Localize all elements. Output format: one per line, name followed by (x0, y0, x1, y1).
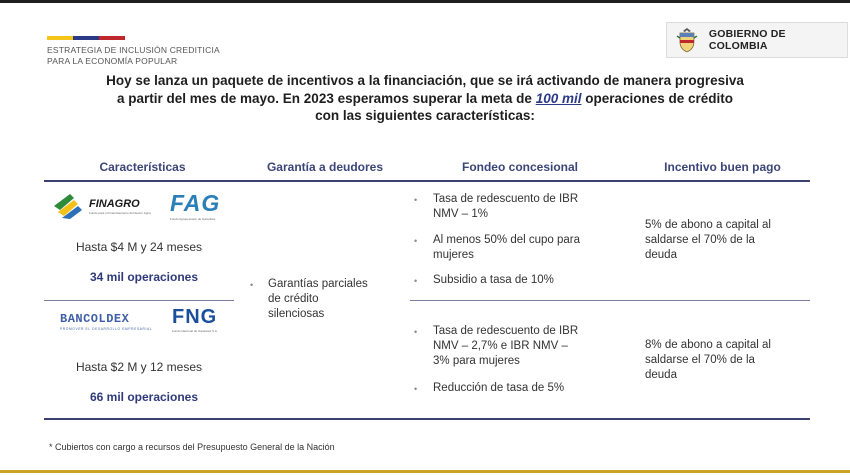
finagro-wordmark: FINAGRO (89, 198, 140, 210)
funding-r1-item-1: Tasa de redescuento de IBR NMV – 1% (433, 192, 623, 222)
funding-r2-item-1-line-1: Tasa de redescuento de IBR (433, 325, 579, 337)
finagro-leaf-icon (54, 194, 82, 219)
fng-logo: FNG Fondo Nacional de Garantías S.A. (170, 306, 232, 336)
row-separator-right (410, 300, 810, 301)
bottom-accent-line (0, 470, 850, 473)
fng-wordmark: FNG (172, 306, 218, 328)
guarantee-line-2: de crédito (268, 293, 319, 305)
guarantee-line-1: Garantías parciales (268, 278, 368, 290)
goal-highlight: 100 mil (535, 90, 582, 106)
headline-line-2-start: a partir del mes de mayo. En 2023 espera… (116, 90, 536, 106)
colombia-flag-stripe (47, 36, 125, 40)
funding-r2-item-1: Tasa de redescuento de IBR NMV – 2,7% e … (433, 324, 623, 369)
funding-r1-bullet-2: • (414, 236, 418, 246)
funding-r2-item-1-line-3: 3% para mujeres (433, 355, 520, 367)
window-top-border (0, 0, 850, 3)
funding-r1-item-1-line-1: Tasa de redescuento de IBR (433, 193, 579, 205)
funding-r1-item-1-line-2: NMV – 1% (433, 208, 488, 220)
guarantee-bullet: • (250, 280, 254, 290)
funding-r1-item-2-line-2: mujeres (433, 249, 474, 261)
flag-yellow-stripe (47, 36, 73, 40)
incentive-r1-line-3: deuda (645, 249, 677, 261)
funding-r2-item-2: Reducción de tasa de 5% (433, 382, 565, 394)
row-separator-left (44, 300, 234, 301)
incentive-r1-line-1: 5% de abono a capital al (645, 219, 771, 231)
funding-r1-item-3: Subsidio a tasa de 10% (433, 274, 554, 286)
strategy-line-2: PARA LA ECONOMÍA POPULAR (47, 56, 178, 66)
funding-r1-item-2: Al menos 50% del cupo para mujeres (433, 233, 623, 263)
guarantee-line-3: silenciosas (268, 308, 325, 320)
fag-wordmark: FAG (170, 190, 221, 216)
row1-terms: Hasta $4 M y 24 meses (75, 240, 203, 254)
bancoldex-logo: BANCOLDEX PROMOVER EL DESARROLLO EMPRESA… (60, 312, 160, 334)
funding-r1-item-2-line-1: Al menos 50% del cupo para (433, 234, 581, 246)
funding-r2-item-1-line-2: NMV – 2,7% e IBR NMV – (433, 340, 568, 352)
row1-operations: 34 mil operaciones (89, 270, 199, 284)
funding-r1-bullet-3: • (414, 276, 418, 286)
headline-line-1: Hoy se lanza un paquete de incentivos a … (106, 73, 744, 88)
fag-tagline: Fondo Agropecuario de Garantías (170, 217, 216, 221)
headline-line-2-end: operaciones de crédito (581, 90, 734, 106)
bancoldex-wordmark: BANCOLDEX (60, 312, 130, 326)
finagro-tagline: Fondo para el Financiamiento del Sector … (89, 211, 151, 215)
colombia-crest-icon (676, 28, 698, 53)
government-logo: GOBIERNO DE COLOMBIA (666, 22, 848, 58)
row2-operations: 66 mil operaciones (89, 390, 199, 404)
row2-terms: Hasta $2 M y 12 meses (75, 360, 203, 374)
incentive-r2-line-3: deuda (645, 369, 677, 381)
table-header-rule (44, 180, 810, 182)
column-header-funding: Fondeo concesional (461, 160, 578, 174)
funding-r2-bullet-1: • (414, 327, 418, 337)
funding-r2-bullet-2: • (414, 384, 418, 394)
flag-red-stripe (99, 36, 125, 40)
incentive-r1-line-2: saldarse el 70% de la (645, 234, 755, 246)
flag-blue-stripe (73, 36, 99, 40)
headline-line-3: con las siguientes características: (315, 108, 535, 123)
footnote: * Cubiertos con cargo a recursos del Pre… (49, 442, 335, 452)
strategy-line-1: ESTRATEGIA DE INCLUSIÓN CREDITICIA (47, 45, 220, 55)
incentive-r2-line-1: 8% de abono a capital al (645, 339, 771, 351)
headline-line-2: a partir del mes de mayo. En 2023 espera… (40, 90, 810, 108)
column-header-characteristics: Características (99, 160, 186, 174)
column-header-guarantee: Garantía a deudores (266, 160, 384, 174)
headline: Hoy se lanza un paquete de incentivos a … (40, 72, 810, 125)
strategy-title: ESTRATEGIA DE INCLUSIÓN CREDITICIA PARA … (47, 45, 220, 67)
fng-tagline: Fondo Nacional de Garantías S.A. (172, 329, 218, 333)
funding-r1-bullet-1: • (414, 195, 418, 205)
incentive-r1: 5% de abono a capital al saldarse el 70%… (645, 218, 815, 263)
government-label: GOBIERNO DE COLOMBIA (708, 28, 786, 52)
incentive-r2-line-2: saldarse el 70% de la (645, 354, 755, 366)
fag-logo: FAG Fondo Agropecuario de Garantías (168, 190, 230, 224)
column-header-incentive: Incentivo buen pago (664, 160, 781, 174)
incentive-r2: 8% de abono a capital al saldarse el 70%… (645, 338, 815, 383)
guarantee-text: Garantías parciales de crédito silencios… (268, 277, 408, 322)
bancoldex-tagline: PROMOVER EL DESARROLLO EMPRESARIAL (60, 327, 153, 331)
table-bottom-rule (44, 418, 810, 420)
finagro-logo: FINAGRO Fondo para el Financiamiento del… (52, 192, 152, 222)
